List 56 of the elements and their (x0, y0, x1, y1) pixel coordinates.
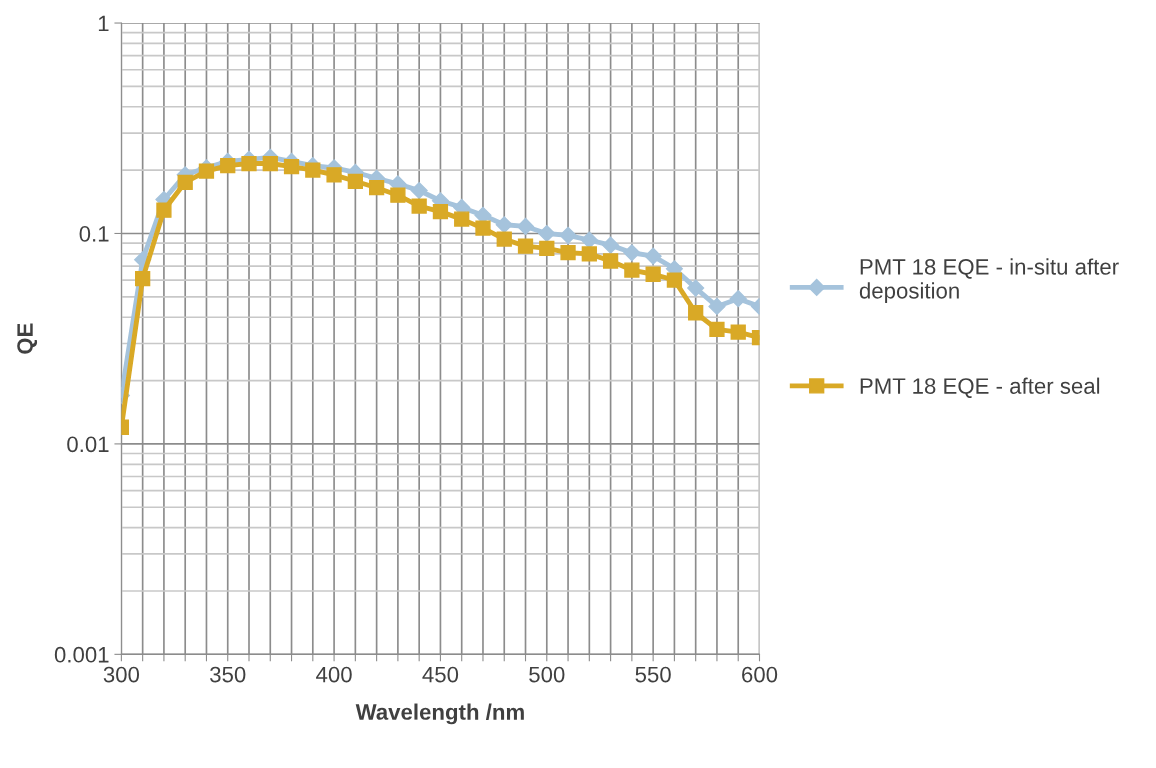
point (475, 220, 491, 236)
legend-label: PMT 18 EQE - after seal (860, 377, 1100, 398)
point (709, 321, 725, 338)
point (410, 181, 428, 200)
point (687, 279, 705, 297)
x-tick-label: 450 (422, 666, 459, 683)
point (347, 173, 363, 189)
point (390, 187, 406, 203)
point (283, 158, 300, 175)
x-tick-label: 550 (635, 666, 671, 683)
point (432, 203, 449, 220)
point (241, 155, 257, 172)
y-tick-label: 1 (98, 15, 109, 32)
point (666, 272, 683, 288)
point (645, 266, 661, 282)
point (326, 167, 342, 183)
point (368, 180, 385, 196)
point (156, 202, 172, 218)
point (708, 297, 726, 315)
point (581, 246, 597, 262)
point (411, 198, 427, 214)
point (538, 224, 556, 243)
y-tick-label: 0.01 (67, 436, 109, 453)
point (517, 238, 534, 254)
point (602, 236, 620, 254)
x-tick-label: 600 (742, 666, 778, 683)
point (644, 247, 662, 265)
point (516, 217, 535, 235)
point (688, 305, 704, 321)
point (135, 271, 151, 287)
point (580, 231, 598, 249)
point (495, 216, 513, 234)
point (623, 244, 641, 262)
point (198, 163, 215, 179)
point (602, 253, 619, 269)
x-tick-label: 400 (316, 666, 352, 683)
x-tick-label: 500 (529, 666, 565, 683)
point (729, 290, 747, 308)
y-tick-label: 0.001 (54, 646, 109, 663)
point (305, 162, 321, 178)
legend-label: PMT 18 EQE - in-situ after deposition (859, 258, 1119, 304)
point (262, 155, 278, 172)
point (559, 226, 577, 244)
point (220, 158, 236, 174)
point (539, 240, 555, 256)
point (730, 324, 746, 340)
y-axis-title: QE (17, 323, 38, 354)
point (624, 262, 640, 278)
x-tick-label: 300 (103, 666, 140, 683)
x-axis-title: Wavelength /nm (355, 703, 524, 725)
point (560, 245, 576, 261)
y-tick-label: 0.1 (79, 226, 109, 242)
x-tick-label: 350 (210, 666, 246, 683)
point (454, 211, 470, 227)
point (177, 174, 193, 190)
point (496, 231, 512, 247)
